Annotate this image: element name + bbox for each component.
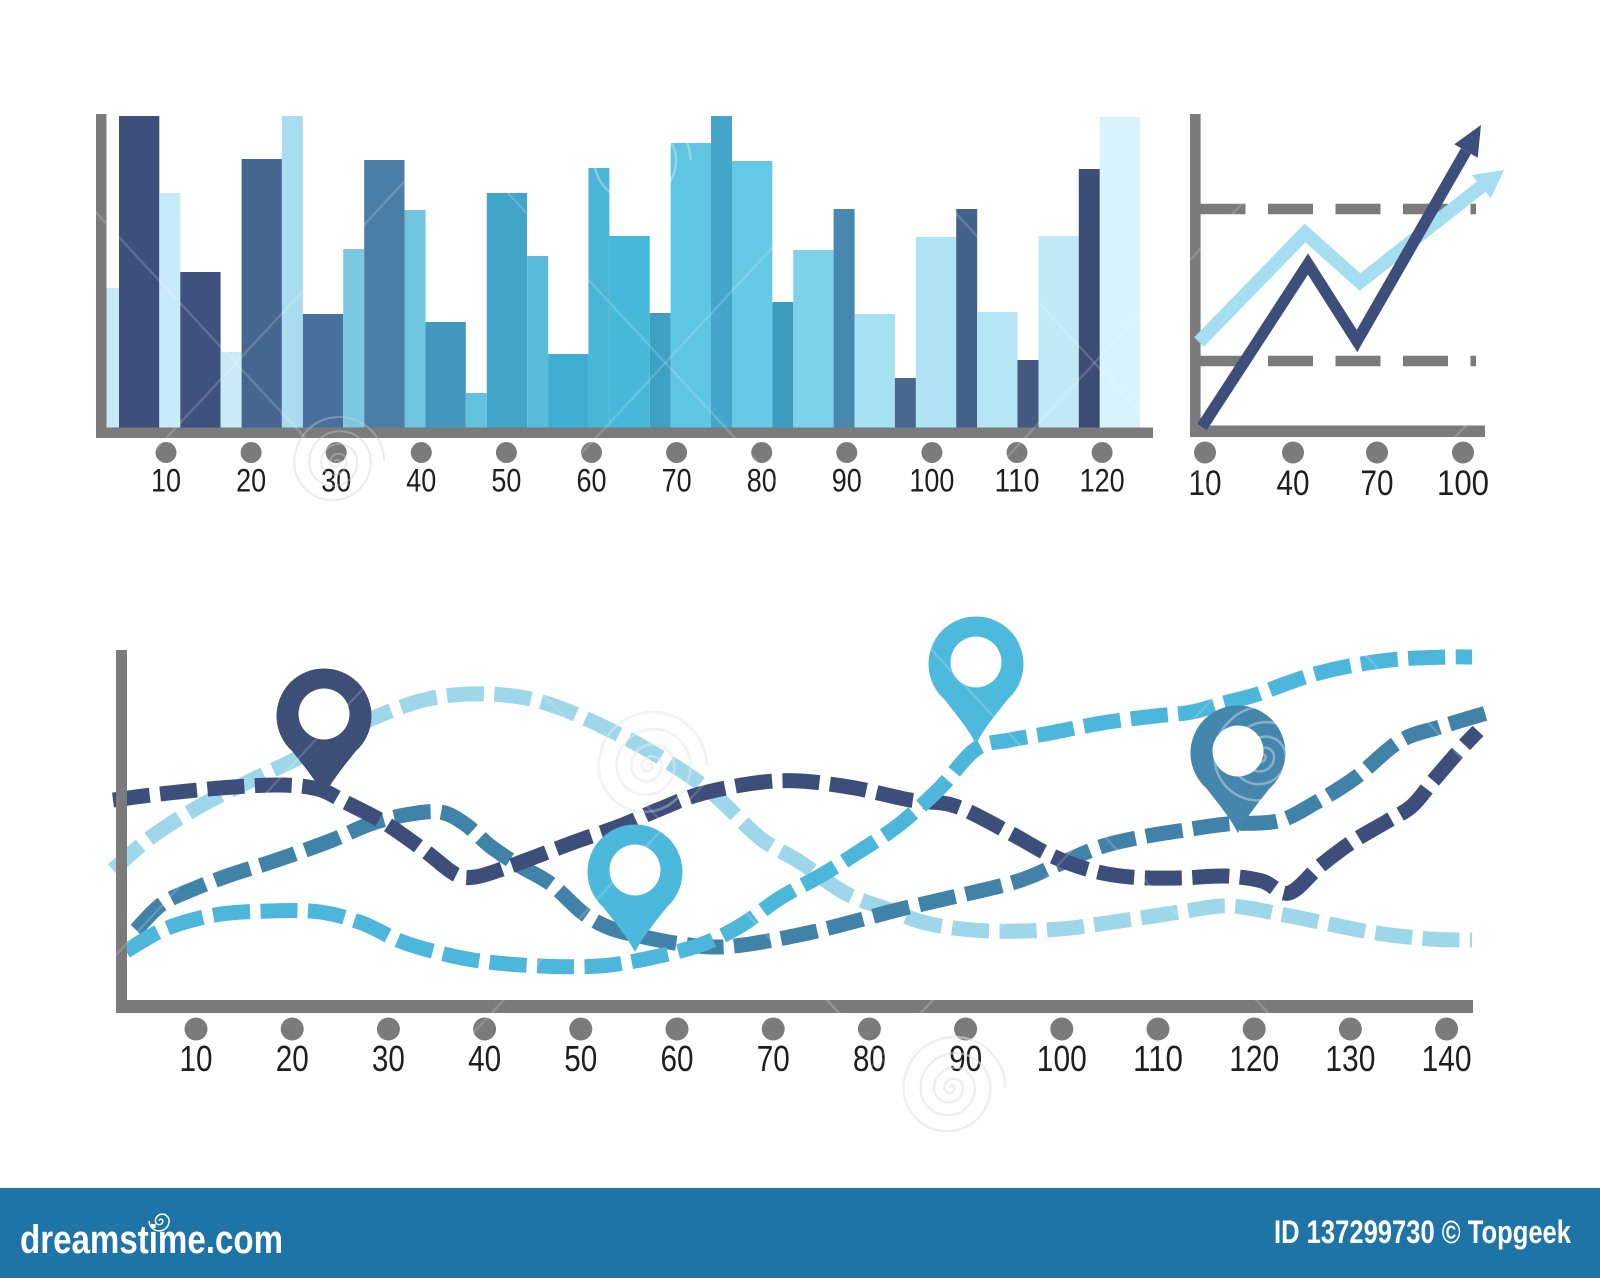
svg-text:60: 60 — [661, 1038, 694, 1079]
svg-text:dreamstime.com: dreamstime.com — [20, 1218, 283, 1262]
svg-text:30: 30 — [372, 1038, 405, 1079]
svg-text:110: 110 — [995, 463, 1040, 499]
svg-text:20: 20 — [236, 463, 266, 499]
svg-text:50: 50 — [491, 463, 521, 499]
svg-text:130: 130 — [1325, 1038, 1375, 1079]
svg-text:70: 70 — [1361, 464, 1394, 503]
svg-text:110: 110 — [1133, 1038, 1183, 1079]
svg-text:30: 30 — [321, 463, 351, 499]
svg-text:90: 90 — [949, 1038, 982, 1079]
svg-text:100: 100 — [1037, 1038, 1087, 1079]
svg-text:10: 10 — [180, 1038, 213, 1079]
svg-text:60: 60 — [577, 463, 607, 499]
svg-text:40: 40 — [1277, 464, 1310, 503]
svg-text:10: 10 — [1189, 464, 1222, 503]
svg-text:40: 40 — [406, 463, 436, 499]
svg-text:10: 10 — [151, 463, 181, 499]
svg-text:90: 90 — [832, 463, 862, 499]
svg-text:50: 50 — [564, 1038, 597, 1079]
svg-text:80: 80 — [853, 1038, 886, 1079]
svg-text:100: 100 — [909, 463, 954, 499]
svg-text:70: 70 — [757, 1038, 790, 1079]
svg-text:120: 120 — [1080, 463, 1125, 499]
svg-text:40: 40 — [468, 1038, 501, 1079]
svg-text:100: 100 — [1437, 464, 1489, 503]
svg-text:140: 140 — [1422, 1038, 1472, 1079]
svg-text:120: 120 — [1229, 1038, 1279, 1079]
svg-text:70: 70 — [662, 463, 692, 499]
svg-text:ID 137299730 © Topgeek: ID 137299730 © Topgeek — [1274, 1214, 1571, 1250]
svg-text:80: 80 — [747, 463, 777, 499]
svg-text:20: 20 — [276, 1038, 309, 1079]
